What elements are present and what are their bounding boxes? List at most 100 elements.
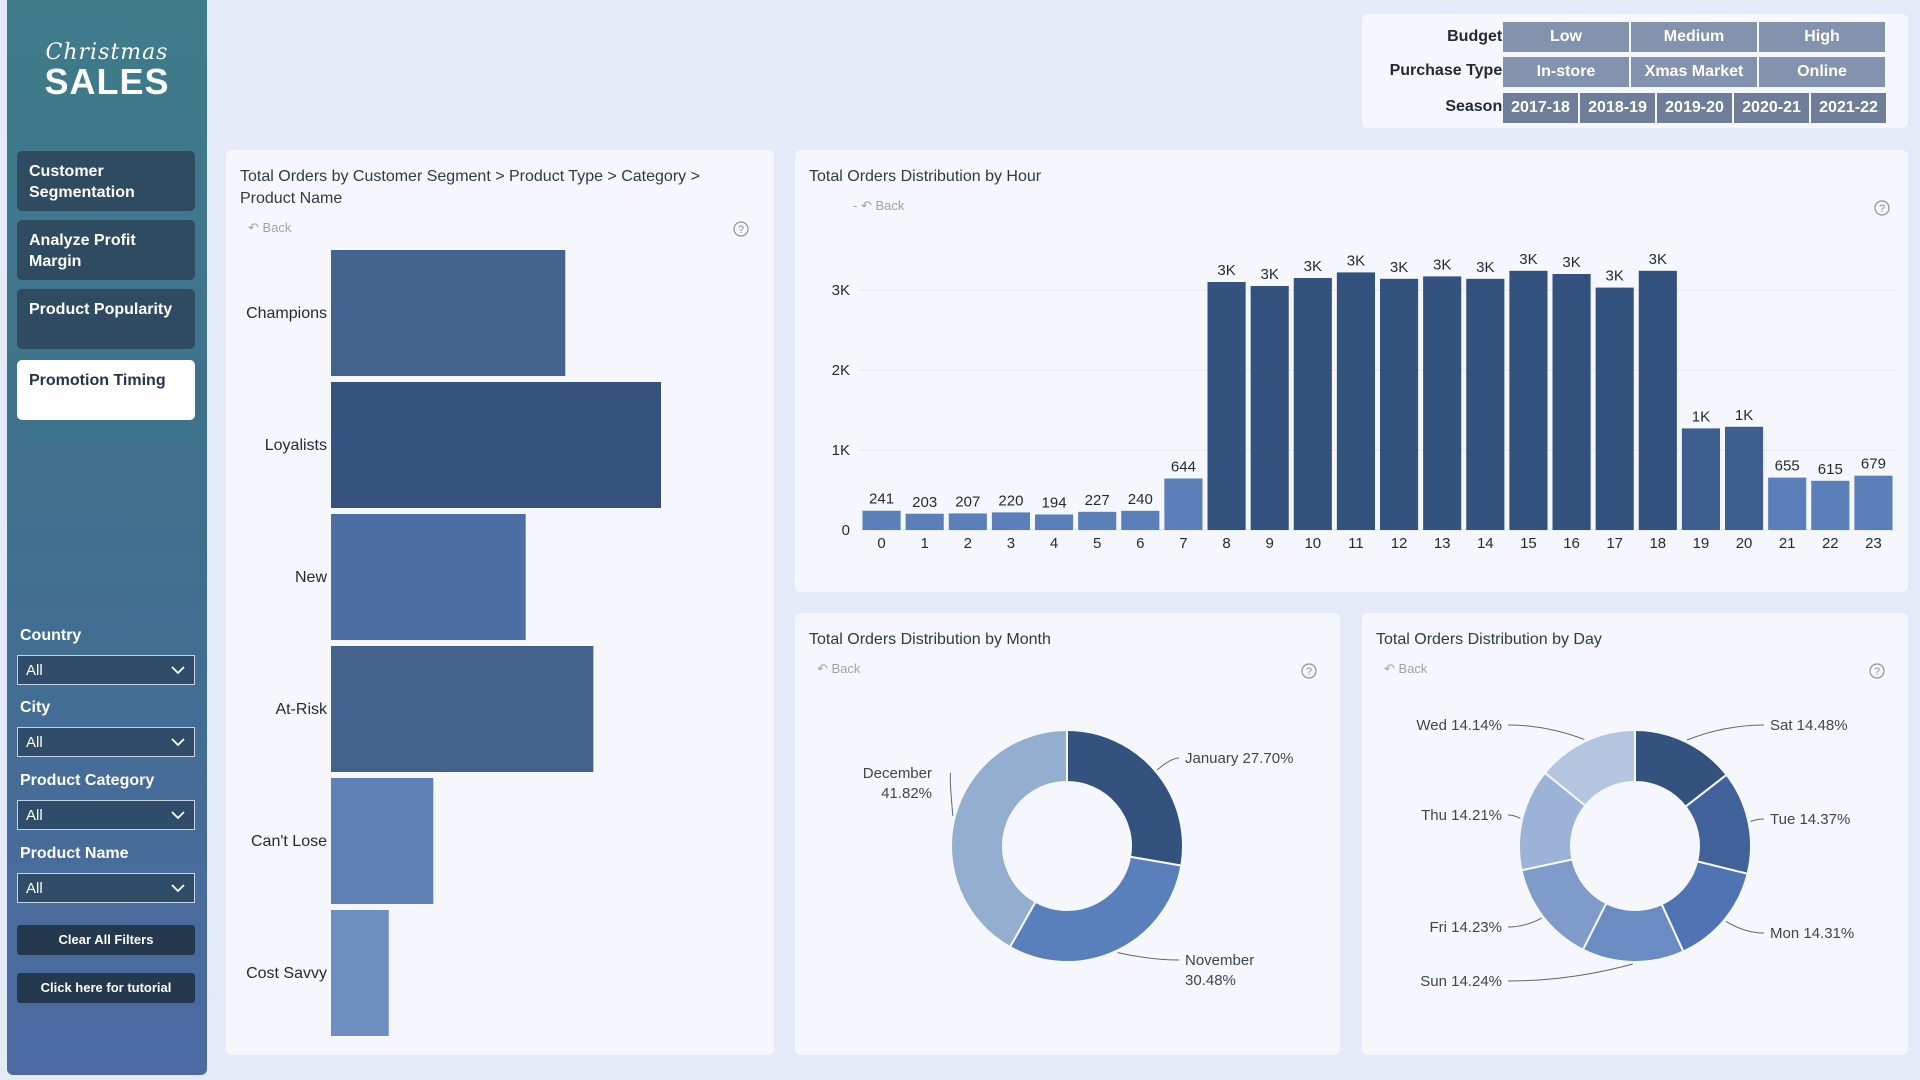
segment-chart-title: Total Orders by Customer Segment > Produ…: [240, 168, 700, 207]
slice-label: Mon 14.31%: [1770, 925, 1854, 942]
hour-bar-chart: 01K2K3K241020312072220319442275240664473…: [832, 251, 1895, 552]
bar: [1552, 274, 1591, 530]
slice-label: Sun 14.24%: [1420, 973, 1502, 990]
category-label: At-Risk: [275, 701, 328, 718]
product-name-dropdown[interactable]: All: [17, 873, 195, 903]
product-name-dropdown-value: All: [26, 880, 43, 897]
data-label: 679: [1861, 456, 1886, 473]
month-slice: [1066, 728, 1184, 867]
product-category-dropdown-value: All: [26, 807, 43, 824]
back-button[interactable]: ↶ Back: [817, 661, 860, 677]
budget-high-button[interactable]: High: [1759, 22, 1885, 52]
x-tick-label: 7: [1179, 535, 1187, 552]
slice-label: January 27.70%: [1185, 750, 1293, 767]
bar: [1250, 286, 1289, 530]
tutorial-button[interactable]: Click here for tutorial: [17, 973, 195, 1003]
season-2018-19-button[interactable]: 2018-19: [1580, 93, 1655, 123]
data-label: 3K: [1562, 254, 1580, 271]
help-icon[interactable]: ?: [1874, 200, 1890, 216]
x-tick-label: 17: [1606, 535, 1623, 552]
back-arrow-icon: ↶: [1384, 661, 1395, 676]
bar: [331, 250, 566, 376]
data-label: 655: [1775, 458, 1800, 475]
bar: [948, 513, 987, 530]
chevron-down-icon: [171, 738, 185, 747]
slice-label: Thu 14.21%: [1421, 807, 1502, 824]
month-chart-title: Total Orders Distribution by Month: [809, 631, 1051, 648]
leader-line: [1156, 757, 1180, 771]
x-tick-label: 23: [1865, 535, 1882, 552]
back-button[interactable]: ↶ Back: [248, 220, 291, 236]
bar: [1509, 270, 1548, 530]
category-label: New: [295, 569, 327, 586]
x-tick-label: 2: [964, 535, 972, 552]
x-tick-label: 16: [1563, 535, 1580, 552]
logo-big-text: SALES: [44, 61, 170, 102]
back-label: Back: [831, 661, 861, 676]
season-2021-22-button[interactable]: 2021-22: [1811, 93, 1886, 123]
back-arrow-icon: ↶: [248, 220, 259, 235]
bar: [1336, 272, 1375, 530]
data-label: 3K: [1649, 251, 1667, 268]
city-dropdown[interactable]: All: [17, 727, 195, 757]
data-label: 207: [955, 493, 980, 510]
bar: [1466, 278, 1505, 530]
purchase-xmas-market-button[interactable]: Xmas Market: [1631, 57, 1757, 87]
x-tick-label: 1: [921, 535, 929, 552]
data-label: 194: [1042, 494, 1067, 511]
season-2020-21-button[interactable]: 2020-21: [1734, 93, 1809, 123]
month-slice: [1008, 855, 1183, 963]
help-icon[interactable]: ?: [1869, 663, 1885, 679]
help-icon[interactable]: ?: [1301, 663, 1317, 679]
x-tick-label: 10: [1304, 535, 1321, 552]
data-label: 1K: [1692, 408, 1710, 425]
budget-low-button[interactable]: Low: [1503, 22, 1629, 52]
leader-line: [1507, 724, 1585, 740]
purchase-instore-button[interactable]: In-store: [1503, 57, 1629, 87]
slice-label: December: [863, 765, 932, 782]
country-dropdown[interactable]: All: [17, 655, 195, 685]
bar: [991, 512, 1030, 530]
x-tick-label: 22: [1822, 535, 1839, 552]
x-tick-label: 0: [877, 535, 885, 552]
clear-all-filters-button[interactable]: Clear All Filters: [17, 925, 195, 955]
nav-analyze-profit-margin[interactable]: Analyze Profit Margin: [17, 220, 195, 280]
data-label: 203: [912, 494, 937, 511]
data-label: 220: [998, 492, 1023, 509]
bar: [1164, 478, 1203, 530]
season-2017-18-button[interactable]: 2017-18: [1503, 93, 1578, 123]
data-label: 3K: [1476, 259, 1494, 276]
bar: [1768, 477, 1807, 530]
nav-promotion-timing[interactable]: Promotion Timing: [17, 360, 195, 420]
help-icon[interactable]: ?: [733, 221, 749, 237]
bar: [1595, 287, 1634, 530]
bar: [1380, 278, 1419, 530]
data-label: 644: [1171, 458, 1196, 475]
slicer-panel: Budget : Low Medium High Purchase Type :…: [1362, 14, 1908, 128]
leader-line: [1507, 963, 1633, 982]
data-label: 1K: [1735, 407, 1753, 424]
filter-country-label: Country: [20, 627, 82, 644]
nav-customer-segmentation[interactable]: Customer Segmentation: [17, 151, 195, 211]
nav-product-popularity[interactable]: Product Popularity: [17, 289, 195, 349]
back-button[interactable]: - ↶ Back: [853, 198, 904, 214]
slice-label: Wed 14.14%: [1416, 717, 1502, 734]
data-label: 3K: [1347, 252, 1365, 269]
slice-label: Sat 14.48%: [1770, 717, 1848, 734]
bar: [1293, 278, 1332, 530]
filter-product-name-label: Product Name: [20, 845, 129, 862]
month-chart-card: Total Orders Distribution by Month ↶ Bac…: [795, 613, 1340, 1055]
bar: [1121, 510, 1160, 530]
month-donut-chart: January 27.70% November 30.48% December 41.8…: [863, 728, 1293, 989]
x-tick-label: 20: [1736, 535, 1753, 552]
season-2019-20-button[interactable]: 2019-20: [1657, 93, 1732, 123]
product-category-dropdown[interactable]: All: [17, 800, 195, 830]
slice-label: Tue 14.37%: [1770, 811, 1850, 828]
day-donut-chart: Sat 14.48% Tue 14.37% Mon 14.31% Sun 14.24%…: [1416, 717, 1854, 990]
budget-medium-button[interactable]: Medium: [1631, 22, 1757, 52]
purchase-online-button[interactable]: Online: [1759, 57, 1885, 87]
back-button[interactable]: ↶ Back: [1384, 661, 1427, 677]
bar: [1423, 276, 1462, 530]
x-tick-label: 3: [1007, 535, 1015, 552]
x-tick-label: 9: [1266, 535, 1274, 552]
